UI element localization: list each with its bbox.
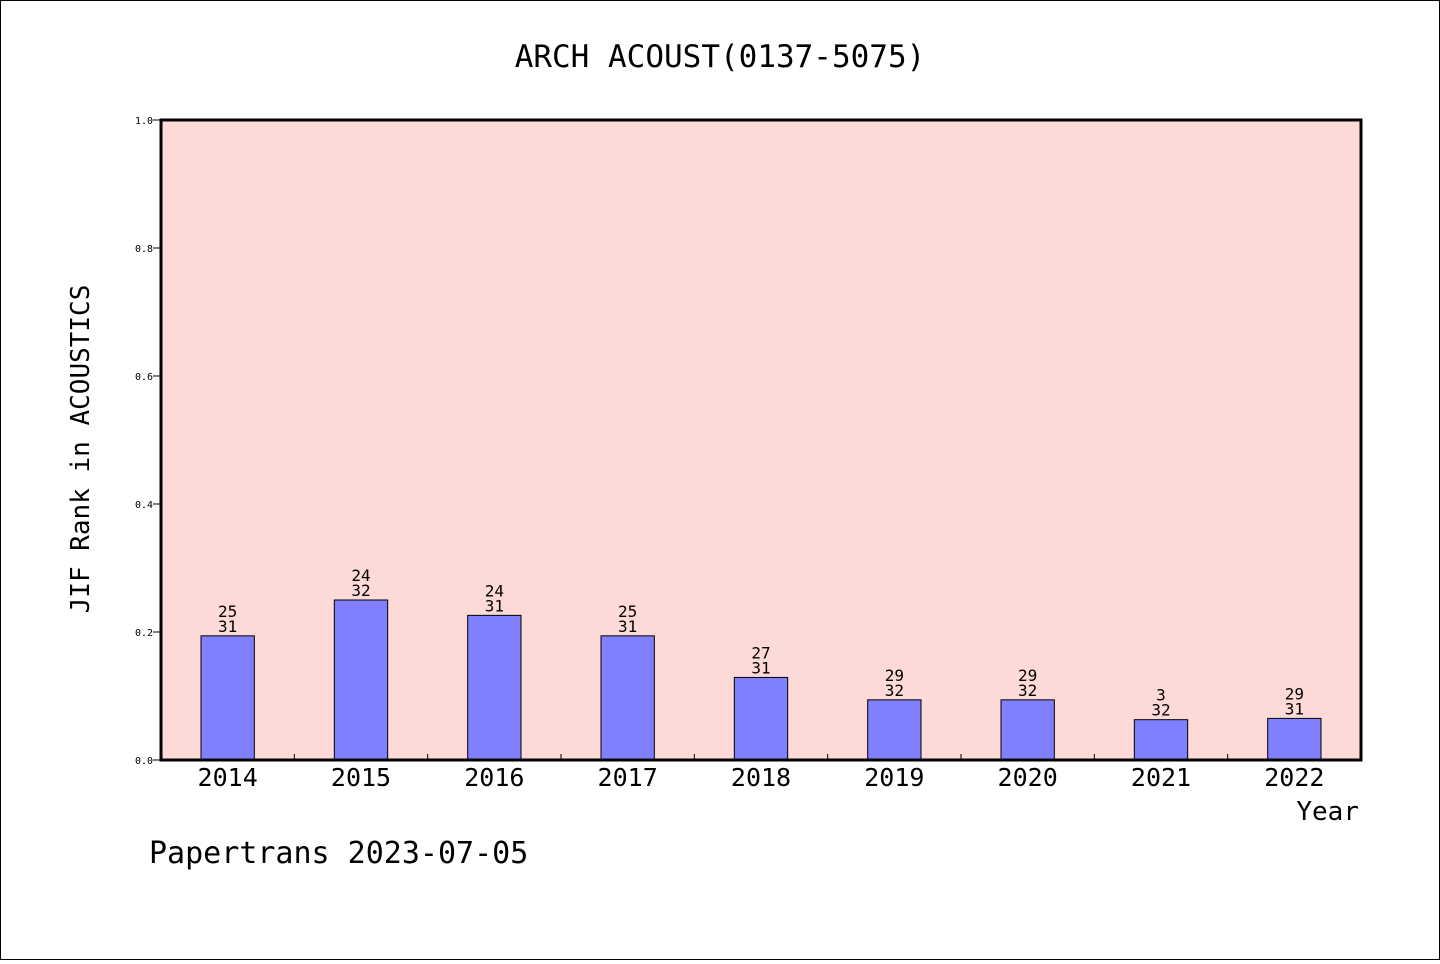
bar [867, 699, 922, 761]
bar-label-rank: 25 [618, 602, 637, 621]
x-tick-label: 2019 [864, 763, 924, 792]
chart-title: ARCH ACOUST(0137-5075) [515, 39, 926, 75]
plot-border [159, 118, 1363, 762]
x-tick-label: 2016 [464, 763, 524, 792]
bar-label-rank: 29 [885, 666, 904, 685]
bar-label-total: 31 [751, 658, 770, 677]
y-tick-label: 0.2 [135, 628, 153, 639]
bar [200, 635, 255, 761]
bar-label-rank: 25 [218, 602, 237, 621]
bar-label-rank: 3 [1156, 686, 1166, 705]
bar [333, 599, 389, 761]
y-tick-label: 0.0 [135, 756, 153, 767]
x-tick-label: 2015 [331, 763, 391, 792]
bar-label-total: 31 [1285, 699, 1304, 718]
bar-label-total: 31 [618, 617, 637, 636]
bar-label-total: 31 [218, 617, 237, 636]
bar-label-rank: 24 [351, 566, 370, 585]
y-axis-label: JIF Rank in ACOUSTICS [66, 285, 96, 614]
x-axis-ticks: 2014 2015 2016 2017 2018 2019 2020 2021 2022 [198, 754, 1324, 792]
bar-label-total: 32 [351, 581, 370, 600]
bars [200, 599, 1322, 761]
bar [600, 635, 655, 761]
y-tick-label: 1.0 [135, 116, 153, 127]
x-axis-label: Year [1296, 797, 1359, 827]
bar [467, 614, 522, 761]
x-tick-label: 2020 [998, 763, 1058, 792]
x-tick-label: 2018 [731, 763, 791, 792]
y-tick-label: 0.6 [135, 372, 153, 383]
x-tick-label: 2017 [598, 763, 658, 792]
y-tick-label: 0.8 [135, 244, 153, 255]
bar [1000, 699, 1055, 761]
bar-label-total: 31 [485, 596, 504, 615]
bar-label-rank: 24 [485, 581, 504, 600]
bar-label-rank: 29 [1018, 666, 1037, 685]
y-tick-label: 0.4 [135, 500, 153, 511]
x-tick-label: 2022 [1264, 763, 1324, 792]
bar [733, 676, 789, 761]
x-tick-label: 2021 [1131, 763, 1191, 792]
bar [1133, 719, 1189, 761]
bar [1267, 717, 1322, 761]
bar-label-total: 32 [1151, 701, 1170, 720]
bar-label-rank: 29 [1285, 684, 1304, 703]
y-axis-ticks: 0.0 0.2 0.4 0.6 0.8 1.0 [135, 116, 161, 767]
bar-label-total: 32 [885, 681, 904, 700]
footer-date: Papertrans 2023-07-05 [149, 836, 528, 871]
bar-label-total: 32 [1018, 681, 1037, 700]
bar-label-rank: 27 [751, 643, 770, 662]
x-tick-label: 2014 [198, 763, 258, 792]
